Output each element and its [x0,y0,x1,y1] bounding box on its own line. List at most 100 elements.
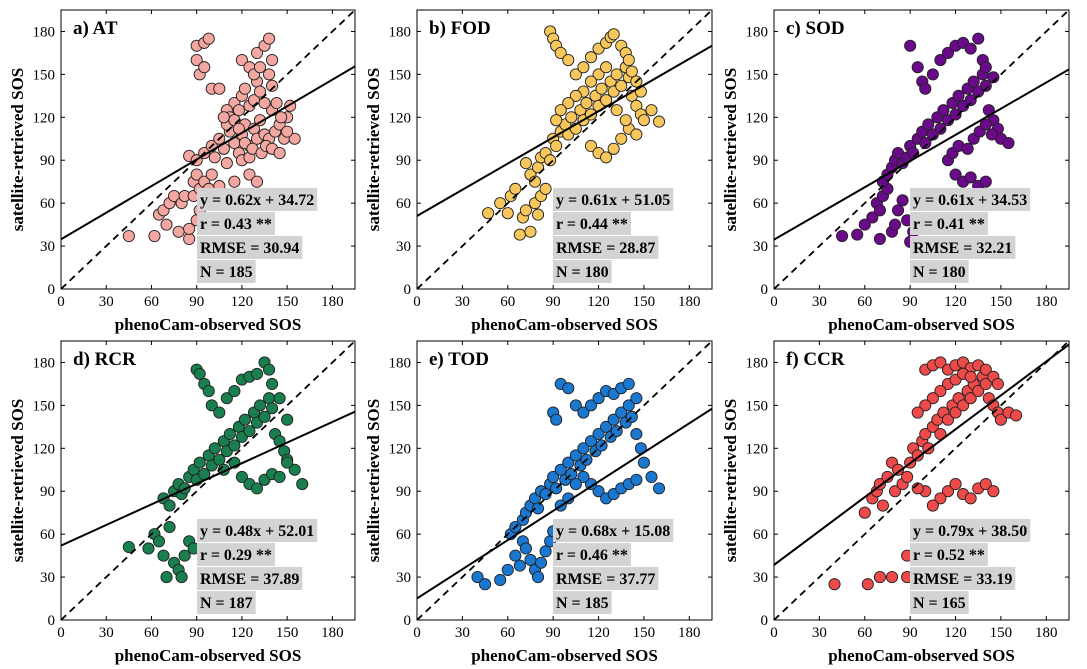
data-point [987,485,1000,498]
y-tick-label: 180 [746,355,769,371]
data-point [580,96,593,110]
y-axis-label: satellite-retrieved SOS [721,399,740,563]
data-point [494,197,507,210]
regression-line [417,407,712,600]
data-point [235,54,248,67]
data-point [979,175,992,188]
scatter-panel-4: 0 30 60 90 120 150 180 0 30 60 90 120 150 180 d) RCR y … [8,340,356,665]
y-tick-label: 150 [389,398,412,414]
data-point [501,207,514,220]
one-to-one-line [417,10,712,289]
x-tick-label: 150 [276,294,299,310]
regression-line [61,65,355,241]
data-point [205,399,218,412]
data-point [934,54,947,67]
data-point [985,128,998,141]
data-point [205,168,218,181]
data-point [513,228,526,241]
data-point [213,82,226,95]
data-point [653,115,666,128]
data-point [584,75,598,88]
data-point [861,578,874,591]
data-point [296,478,309,491]
data-point [281,125,294,138]
x-tick-label: 120 [944,294,967,310]
data-point [122,230,135,243]
regression-line [774,343,1069,566]
x-axis-label: phenoCam-observed SOS [471,315,658,334]
data-point [535,556,548,569]
data-point [554,463,567,476]
data-point [562,96,575,110]
data-point [600,151,613,164]
data-point [911,449,924,462]
data-point [630,392,643,405]
data-point [858,218,871,231]
data-point [519,204,532,217]
one-to-one-line [774,341,1069,620]
y-tick-label: 180 [389,355,412,371]
data-point [919,427,932,441]
data-point [198,61,211,74]
data-point [220,392,233,405]
x-tick-label: 0 [413,294,421,310]
stat-line: r = 0.44 ** [556,216,628,233]
data-point [979,478,992,491]
data-point [1010,409,1023,422]
stat-line: RMSE = 37.77 [556,571,655,588]
stat-background [197,212,275,235]
y-tick-label: 90 [40,153,55,169]
data-point [217,111,230,124]
plot-area [417,341,712,620]
data-point [243,168,256,181]
y-tick-label: 60 [40,527,55,543]
stat-line: N = 180 [556,264,609,281]
y-tick-label: 180 [746,24,769,40]
data-point [157,549,170,562]
data-point [584,139,598,152]
data-point [273,392,286,405]
y-tick-label: 60 [753,527,768,543]
x-tick-label: 60 [500,625,515,641]
data-point [622,399,635,412]
data-point [190,54,203,67]
scatter-panel-1: 0 30 60 90 120 150 180 0 30 60 90 120 150 180 a) AT y =… [8,9,356,334]
data-point [539,182,552,195]
y-tick-label: 180 [33,355,56,371]
data-point [148,230,161,243]
data-point [183,222,196,235]
data-point [873,571,886,584]
panel-title: f) CCR [786,349,845,370]
x-tick-label: 120 [231,294,254,310]
plot-area [417,10,712,289]
data-point [547,470,560,483]
y-tick-label: 0 [761,613,769,629]
data-point [610,68,623,81]
stat-background [553,188,674,211]
y-tick-label: 90 [40,484,55,500]
x-axis-label: phenoCam-observed SOS [828,646,1015,665]
data-point [607,413,620,426]
data-point [550,413,563,426]
data-point [531,502,545,515]
data-point [600,420,613,433]
data-point [569,89,582,102]
data-point [288,463,301,476]
x-tick-label: 30 [99,294,114,310]
data-point [615,132,628,145]
data-point [519,542,532,555]
scatter-panel-5: 0 30 60 90 120 150 180 0 30 60 90 120 150 180 e) TOD y … [364,340,713,665]
x-tick-label: 90 [903,294,918,310]
data-point [562,456,575,469]
data-point [232,104,245,117]
data-point [494,573,507,586]
plot-area [61,341,355,620]
plot-area [774,10,1069,289]
data-point [281,413,294,426]
data-point [952,89,965,102]
y-tick-label: 60 [396,196,411,212]
stat-line: r = 0.29 ** [200,547,272,564]
stat-background [553,236,659,259]
one-to-one-line [774,10,1069,289]
data-point [250,482,264,495]
